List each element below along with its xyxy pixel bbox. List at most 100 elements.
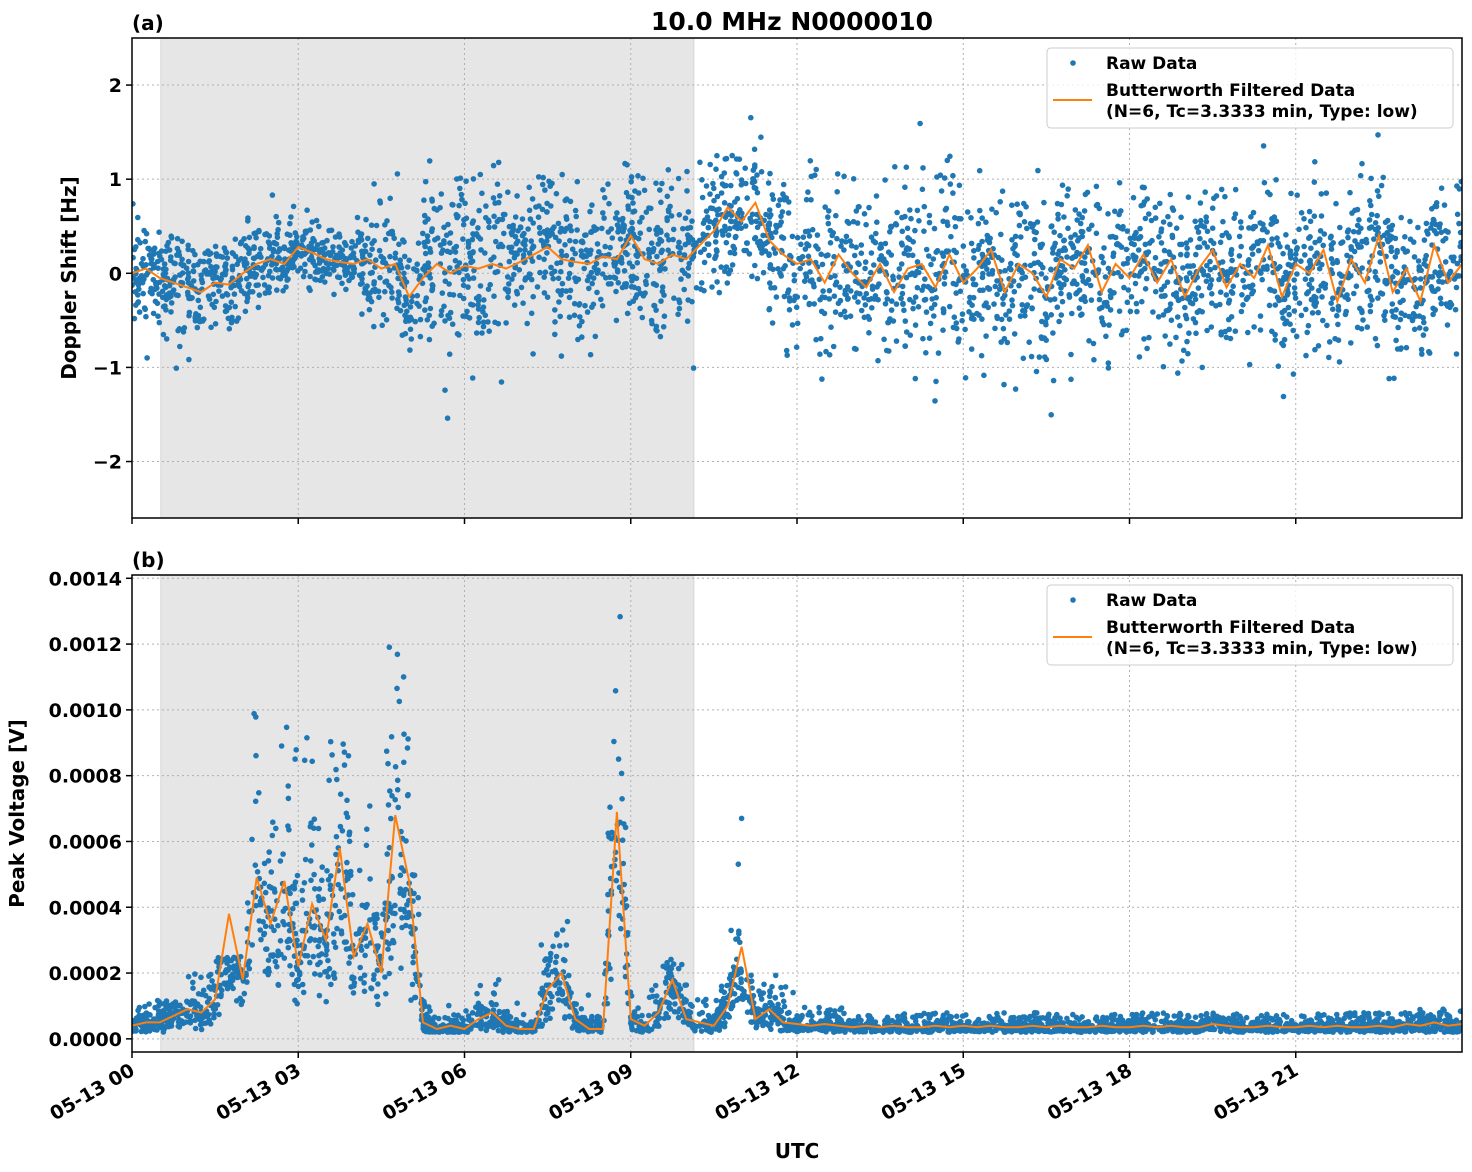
raw-data-point — [502, 211, 508, 218]
raw-data-point — [1040, 264, 1046, 271]
raw-data-point — [1398, 310, 1405, 317]
raw-data-point — [758, 169, 765, 175]
raw-data-point — [1184, 277, 1190, 284]
raw-data-point — [388, 229, 394, 235]
raw-data-point — [1189, 300, 1196, 307]
raw-data-point — [1366, 217, 1373, 223]
raw-data-point — [975, 220, 982, 227]
raw-data-point — [992, 283, 999, 290]
raw-data-point — [716, 206, 722, 212]
raw-data-point — [142, 1003, 148, 1010]
raw-data-point — [166, 247, 173, 253]
raw-data-point — [1093, 202, 1100, 209]
raw-data-point — [421, 264, 428, 271]
raw-data-point — [921, 228, 927, 234]
raw-data-point — [724, 280, 731, 286]
raw-data-point — [483, 203, 489, 209]
raw-data-point — [858, 250, 865, 256]
raw-data-point — [714, 193, 721, 200]
raw-data-point — [252, 798, 259, 805]
raw-data-point — [1009, 237, 1015, 243]
raw-data-point — [359, 311, 365, 317]
raw-data-point — [1061, 275, 1067, 281]
raw-data-point — [410, 959, 416, 966]
raw-data-point — [619, 796, 625, 802]
raw-data-point — [628, 178, 634, 185]
raw-data-point — [605, 181, 611, 187]
raw-data-point — [694, 997, 701, 1003]
raw-data-point — [981, 372, 987, 379]
raw-data-point — [1069, 280, 1076, 287]
raw-data-point — [383, 278, 390, 285]
raw-data-point — [722, 227, 728, 234]
raw-data-point — [165, 239, 172, 246]
raw-data-point — [675, 1014, 682, 1021]
raw-data-point — [1328, 233, 1334, 240]
raw-data-point — [933, 249, 939, 255]
raw-data-point — [711, 185, 717, 192]
raw-data-point — [1087, 282, 1094, 289]
raw-data-point — [251, 245, 257, 252]
raw-data-point — [1351, 290, 1357, 297]
raw-data-point — [1074, 238, 1081, 244]
raw-data-point — [1280, 393, 1287, 400]
raw-data-point — [1372, 335, 1379, 342]
raw-data-point — [898, 295, 904, 302]
raw-data-point — [578, 1006, 585, 1012]
raw-data-point — [1204, 327, 1210, 334]
raw-data-point — [785, 210, 792, 216]
raw-data-point — [1306, 208, 1313, 215]
raw-data-point — [1139, 184, 1146, 191]
raw-data-point — [455, 1012, 461, 1019]
raw-data-point — [1250, 243, 1257, 249]
raw-data-point — [135, 282, 142, 288]
raw-data-point — [1095, 267, 1102, 273]
raw-data-point — [942, 207, 949, 213]
raw-data-point — [1359, 160, 1365, 167]
raw-data-point — [527, 271, 533, 278]
raw-data-point — [371, 279, 378, 285]
raw-data-point — [138, 273, 145, 279]
raw-data-point — [582, 232, 588, 238]
raw-data-point — [1291, 238, 1298, 245]
raw-data-point — [431, 1014, 438, 1020]
raw-data-point — [1356, 217, 1362, 223]
raw-data-point — [1257, 327, 1264, 333]
raw-data-point — [749, 273, 755, 280]
raw-data-point — [672, 1001, 678, 1007]
raw-data-point — [1218, 186, 1225, 193]
raw-data-point — [376, 247, 383, 254]
raw-data-point — [367, 290, 373, 296]
raw-data-point — [552, 307, 558, 313]
raw-data-point — [526, 184, 532, 191]
raw-data-point — [522, 242, 528, 248]
raw-data-point — [594, 289, 600, 296]
raw-data-point — [1016, 222, 1023, 229]
raw-data-point — [1152, 204, 1159, 211]
raw-data-point — [1107, 307, 1114, 313]
raw-data-point — [530, 351, 536, 357]
raw-data-point — [805, 1012, 811, 1018]
raw-data-point — [1411, 254, 1418, 260]
raw-data-point — [1204, 228, 1211, 235]
raw-data-point — [980, 270, 986, 277]
raw-data-point — [902, 343, 908, 349]
raw-data-point — [1195, 285, 1202, 291]
raw-data-point — [493, 238, 499, 245]
raw-data-point — [496, 193, 503, 199]
raw-data-point — [713, 253, 719, 259]
raw-data-point — [841, 173, 847, 180]
raw-data-point — [216, 288, 222, 294]
raw-data-point — [1161, 247, 1168, 254]
raw-data-point — [865, 296, 872, 303]
raw-data-point — [933, 271, 939, 278]
raw-data-point — [1448, 301, 1455, 308]
raw-data-point — [478, 247, 484, 253]
raw-data-point — [163, 336, 170, 342]
raw-data-point — [827, 240, 834, 246]
raw-data-point — [1123, 246, 1130, 253]
raw-data-point — [154, 258, 161, 265]
raw-data-point — [1057, 232, 1063, 239]
raw-data-point — [426, 312, 433, 319]
raw-data-point — [939, 250, 945, 256]
